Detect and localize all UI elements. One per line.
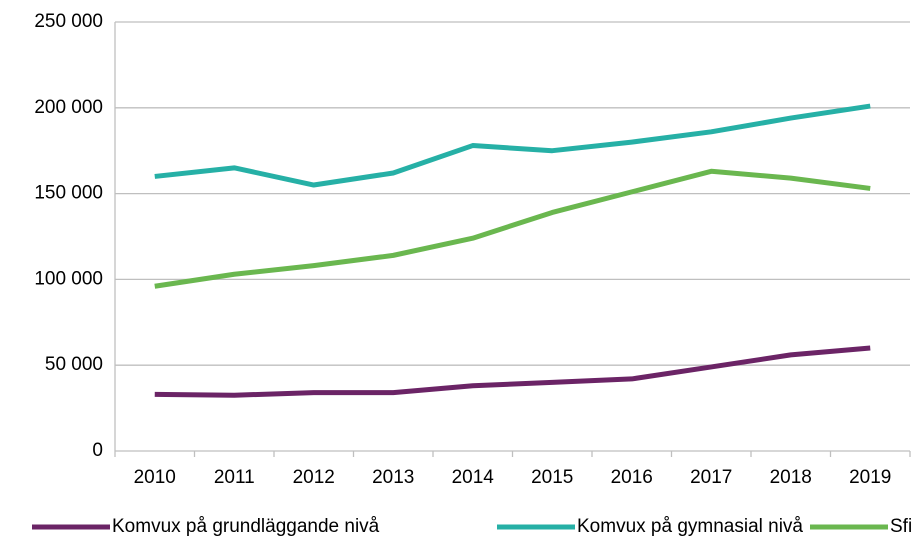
legend-label: Komvux på grundläggande nivå	[112, 516, 380, 537]
series-line	[154, 168, 871, 289]
series-line	[154, 345, 871, 398]
x-tick-label: 2018	[770, 467, 812, 488]
x-tick-label: 2013	[372, 467, 414, 488]
legend-label: Komvux på gymnasial nivå	[577, 516, 803, 537]
x-tick-label: 2016	[611, 467, 653, 488]
x-tick-label: 2014	[452, 467, 495, 488]
series-line	[154, 103, 871, 188]
x-tick-label: 2011	[214, 467, 255, 488]
x-tick-label: 2017	[690, 467, 732, 488]
x-tick-label: 2019	[849, 467, 891, 488]
legend-label: Sfi	[890, 516, 912, 537]
x-tick-label: 2010	[134, 467, 176, 488]
x-tick-label: 2015	[531, 467, 573, 488]
y-tick-label: 250 000	[34, 11, 103, 32]
y-tick-label: 100 000	[34, 268, 103, 289]
y-tick-label: 200 000	[34, 97, 103, 118]
y-tick-label: 50 000	[45, 354, 103, 375]
y-tick-label: 150 000	[34, 183, 103, 204]
x-tick-label: 2012	[293, 467, 335, 488]
y-tick-label: 0	[92, 440, 103, 461]
